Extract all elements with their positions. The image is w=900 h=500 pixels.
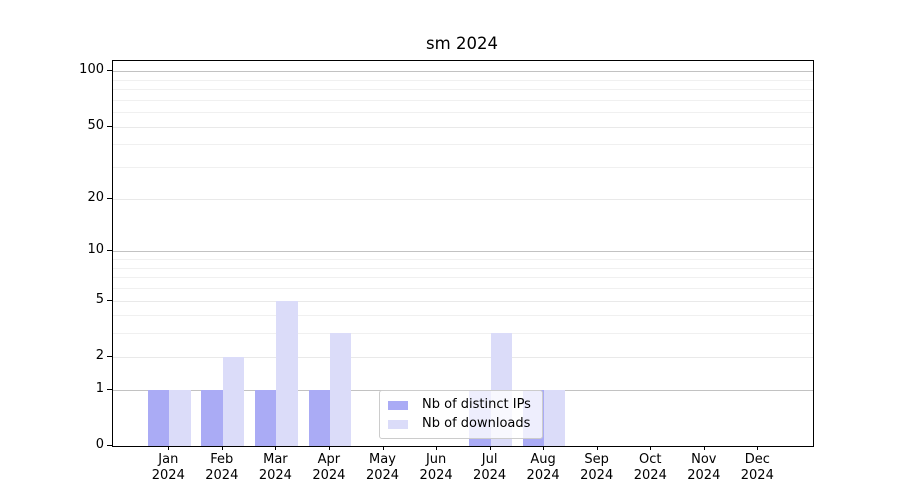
y-tick-mark-5 [107,299,112,301]
bar-nb-of-downloads-feb [222,356,245,446]
y-tick-mark-50 [107,125,112,127]
x-tick-mark-dec [757,446,759,450]
gridline-minor-9 [113,259,813,260]
x-tick-mark-feb [221,446,223,450]
gridline-minor-30 [113,167,813,169]
plot-area [112,60,814,447]
x-tick-mark-jun [436,446,438,450]
x-tick-mark-jul [489,446,491,450]
x-tick-label-oct: Oct 2024 [633,452,667,483]
x-tick-label-mar: Mar 2024 [258,452,292,483]
chart-title: sm 2024 [426,34,498,53]
legend-label-distinct-ips: Nb of distinct IPs [422,397,531,412]
y-tick-mark-2 [107,355,112,357]
gridline-minor-7 [113,277,813,279]
bar-nb-of-distinct-ips-jan [147,389,170,446]
x-tick-mark-mar [275,446,277,450]
y-tick-label-5: 5 [95,291,104,307]
y-tick-mark-20 [107,197,112,199]
gridline-20 [113,198,813,200]
x-tick-label-nov: Nov 2024 [687,452,721,483]
y-tick-label-10: 10 [87,242,104,258]
y-tick-label-20: 20 [87,189,104,205]
y-tick-label-1: 1 [95,380,104,396]
gridline-minor-40 [113,144,813,146]
gridline-50 [113,126,813,128]
x-tick-mark-nov [703,446,705,450]
gridline-minor-90 [113,79,813,81]
y-tick-label-0: 0 [95,437,104,452]
bar-nb-of-distinct-ips-feb [201,389,223,446]
bar-nb-of-downloads-aug [544,389,566,446]
bar-nb-of-downloads-mar [276,300,298,446]
x-tick-mark-oct [650,446,652,450]
x-tick-label-apr: Apr 2024 [312,452,346,483]
x-tick-mark-jan [168,446,170,450]
gridline-minor-8 [113,267,813,269]
y-tick-label-50: 50 [87,117,104,133]
x-tick-label-jun: Jun 2024 [419,452,453,483]
x-tick-label-sep: Sep 2024 [580,452,614,483]
x-tick-label-jan: Jan 2024 [151,452,185,483]
gridline-2 [113,356,813,358]
x-tick-mark-apr [328,446,330,450]
bar-nb-of-distinct-ips-apr [308,389,330,446]
gridline-decade-10 [113,251,813,253]
y-tick-mark-1 [107,388,112,390]
gridline-minor-3 [113,333,813,335]
y-tick-mark-0 [107,445,112,446]
x-tick-label-jul: Jul 2024 [473,452,507,483]
gridline-decade-100 [113,71,813,73]
legend-swatch-downloads [388,419,408,429]
y-tick-mark-10 [107,250,112,252]
y-tick-label-100: 100 [79,62,104,78]
gridline-minor-4 [113,315,813,317]
gridline-minor-80 [113,89,813,91]
gridline-5 [113,300,813,302]
legend-swatch-distinct-ips [388,400,408,410]
x-tick-label-aug: Aug 2024 [526,452,560,483]
legend-item-distinct-ips: Nb of distinct IPs [388,396,534,414]
bar-nb-of-downloads-apr [329,333,352,446]
x-tick-label-dec: Dec 2024 [740,452,774,483]
bar-nb-of-downloads-jan [169,389,191,446]
legend: Nb of distinct IPs Nb of downloads [379,390,543,439]
x-tick-mark-sep [596,446,598,450]
gridline-minor-70 [113,99,813,101]
gridline-minor-6 [113,288,813,289]
y-tick-mark-100 [107,70,112,72]
x-tick-mark-may [382,446,384,450]
bar-nb-of-distinct-ips-mar [255,389,277,446]
legend-label-downloads: Nb of downloads [422,416,531,431]
y-tick-label-2: 2 [95,347,104,363]
x-tick-label-may: May 2024 [365,452,400,483]
legend-item-downloads: Nb of downloads [388,415,534,433]
gridline-minor-60 [113,112,813,114]
x-tick-label-feb: Feb 2024 [205,452,239,483]
x-tick-mark-aug [543,446,545,450]
